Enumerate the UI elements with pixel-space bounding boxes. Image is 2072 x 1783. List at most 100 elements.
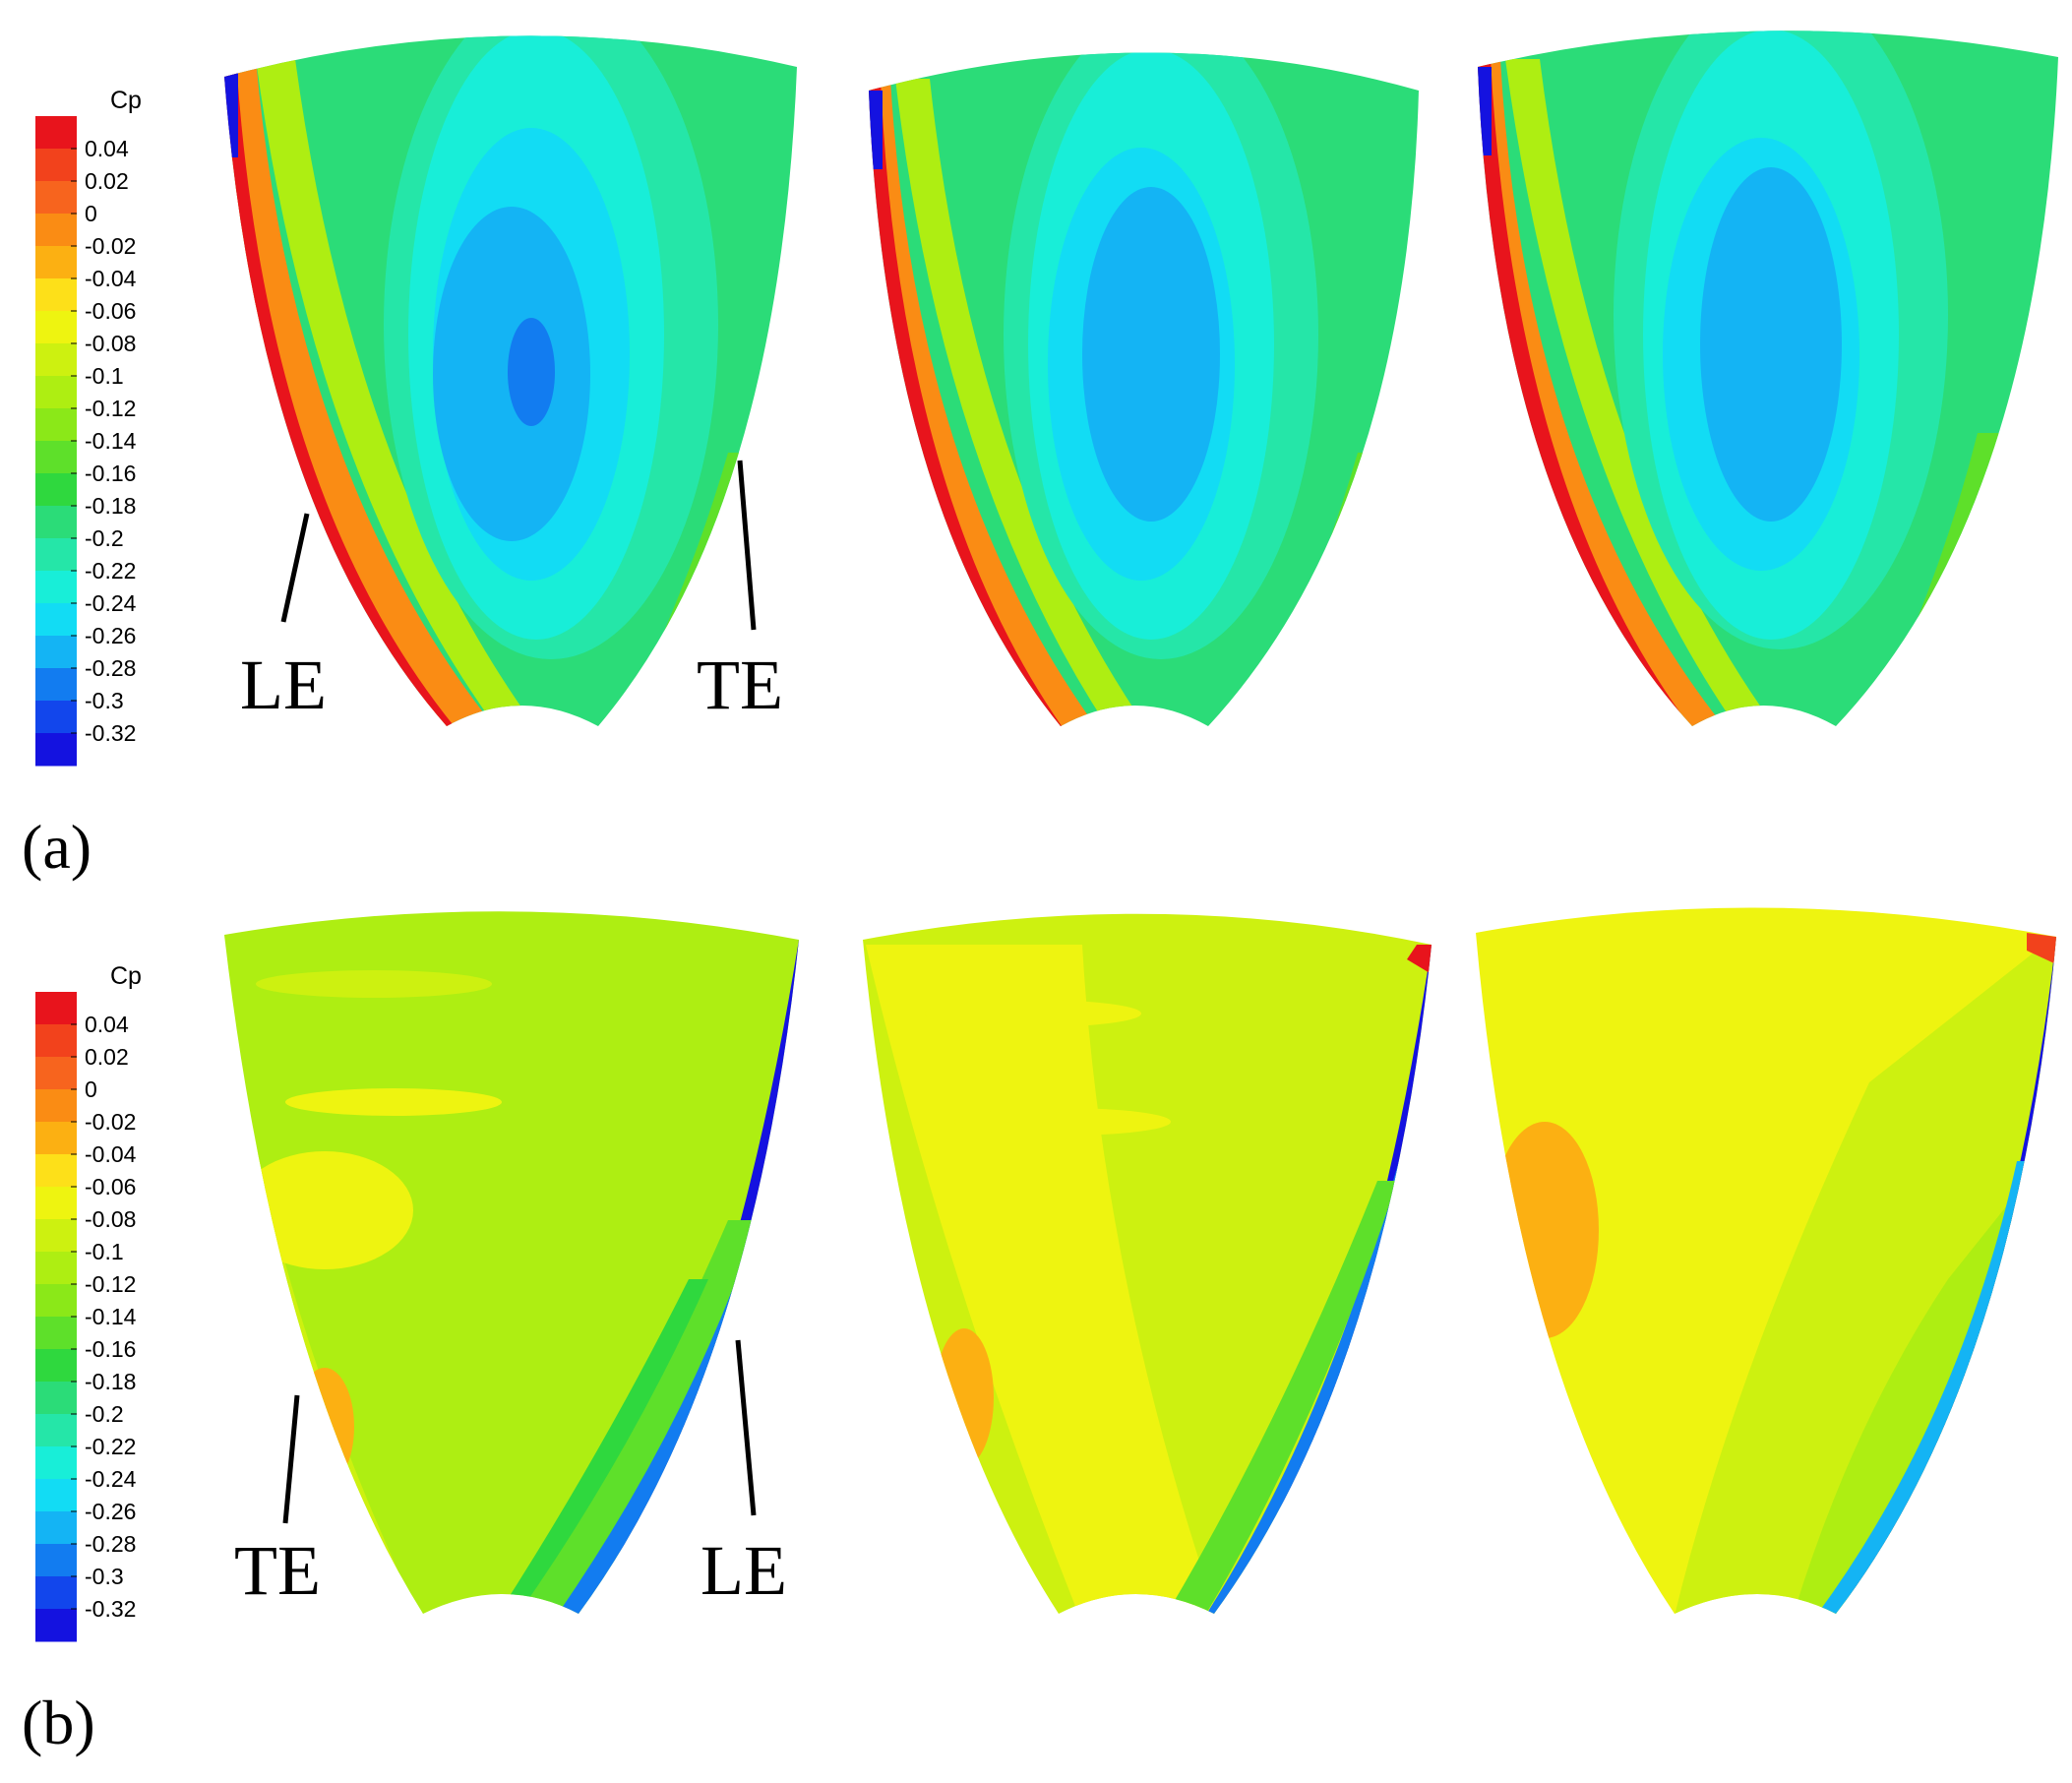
colorbar-a-swatch <box>35 149 77 182</box>
colorbar-a-tick-label: 0 <box>85 201 97 226</box>
colorbar-b-swatch <box>35 1057 77 1090</box>
colorbar-a-swatch <box>35 246 77 279</box>
colorbar-b-swatch <box>35 1544 77 1577</box>
edge-label-te-a: TE <box>697 646 783 724</box>
colorbar-b-swatch <box>35 1511 77 1545</box>
colorbar-a-tick-label: -0.08 <box>85 331 136 356</box>
panel-b-blade-1 <box>224 911 799 1614</box>
colorbar-a-tick-label: -0.18 <box>85 493 136 519</box>
colorbar-b-title: Cp <box>110 962 142 990</box>
panel-b-blade-2 <box>863 913 1432 1614</box>
colorbar-a-tick-label: -0.12 <box>85 396 136 421</box>
colorbar-b-swatch <box>35 1317 77 1350</box>
colorbar-b-swatch <box>35 1089 77 1123</box>
colorbar-a-swatch <box>35 343 77 377</box>
pointer-le-a <box>280 513 310 623</box>
colorbar-b-swatch <box>35 1382 77 1415</box>
colorbar-b-tick-label: -0.2 <box>85 1401 124 1427</box>
colorbar-a-title: Cp <box>110 87 142 114</box>
panel-a-blade-2 <box>869 52 1419 726</box>
colorbar-b-tick-label: -0.14 <box>85 1304 137 1329</box>
colorbar-b-tick-label: -0.04 <box>85 1141 137 1167</box>
colorbar-a-tick-label: -0.04 <box>85 266 137 291</box>
colorbar-b-tick-label: -0.28 <box>85 1531 136 1557</box>
colorbar-a-tick-label: -0.16 <box>85 461 136 486</box>
pointer-le-b <box>735 1339 757 1516</box>
colorbar-b-tick-label: -0.32 <box>85 1596 136 1622</box>
colorbar-a-swatch <box>35 571 77 604</box>
colorbar-b-swatch <box>35 1576 77 1610</box>
colorbar-b-tick-label: -0.06 <box>85 1174 136 1199</box>
colorbar-a-swatch <box>35 668 77 702</box>
colorbar-a-swatch <box>35 636 77 669</box>
panel-a-blade-1 <box>224 35 797 726</box>
colorbar-a-tick-label: -0.14 <box>85 428 137 454</box>
colorbar-a-tick-label: 0.04 <box>85 136 129 161</box>
colorbar-b-tick-label: -0.24 <box>85 1466 137 1492</box>
colorbar-a-swatch <box>35 473 77 507</box>
colorbar-b-tick-label: 0.04 <box>85 1012 129 1037</box>
colorbar-a-tick-label: -0.2 <box>85 525 124 551</box>
colorbar-a-swatch <box>35 214 77 247</box>
colorbar-a-tick-label: -0.24 <box>85 590 137 616</box>
colorbar-a: Cp 0.04 0.02 0 -0.02 -0.04 -0.06 -0.08 -0.1 -0.1… <box>35 87 142 767</box>
colorbar-a-swatch <box>35 408 77 442</box>
colorbar-b-tick-label: -0.02 <box>85 1109 136 1135</box>
colorbar-b-swatch <box>35 1284 77 1318</box>
colorbar-b-tick-label: -0.3 <box>85 1564 124 1589</box>
colorbar-b: Cp 0.04 0.02 0 -0.02 -0.04 -0.06 -0.08 -0.1 -0.1… <box>35 962 142 1642</box>
colorbar-a-tick-label: 0.02 <box>85 168 129 194</box>
colorbar-a-swatch <box>35 506 77 539</box>
colorbar-b-tick-label: 0 <box>85 1076 97 1102</box>
colorbar-a-swatch <box>35 733 77 767</box>
panel-a-blade-3 <box>1478 31 2058 727</box>
colorbar-b-swatch <box>35 1479 77 1512</box>
colorbar-a-tick-label: -0.3 <box>85 688 124 713</box>
colorbar-b-swatch <box>35 1024 77 1058</box>
edge-label-le-a: LE <box>240 646 327 724</box>
colorbar-a-swatch <box>35 311 77 344</box>
colorbar-b-swatch <box>35 1349 77 1383</box>
edge-label-te-b: TE <box>234 1531 321 1610</box>
pointer-te-b <box>282 1394 300 1524</box>
colorbar-a-tick-label: -0.28 <box>85 655 136 681</box>
panel-label-b: (b) <box>22 1688 95 1757</box>
colorbar-a-tick-label: -0.32 <box>85 720 136 746</box>
colorbar-b-swatch <box>35 1122 77 1155</box>
colorbar-b-tick-label: -0.18 <box>85 1369 136 1394</box>
pointer-te-a <box>737 460 757 631</box>
colorbar-a-swatch <box>35 538 77 572</box>
pointers-b: TE LE <box>234 1339 787 1610</box>
panel-label-a: (a) <box>22 812 91 882</box>
colorbar-a-swatch <box>35 701 77 734</box>
colorbar-b-tick-label: -0.08 <box>85 1206 136 1232</box>
panel-b-blade-3 <box>1476 907 2056 1614</box>
colorbar-a-tick-label: -0.22 <box>85 558 136 584</box>
colorbar-a-swatch <box>35 278 77 312</box>
colorbar-b-tick-label: -0.22 <box>85 1434 136 1459</box>
colorbar-b-tick-label: 0.02 <box>85 1044 129 1070</box>
colorbar-a-tick-label: -0.26 <box>85 623 136 648</box>
pointers-a: LE TE <box>240 460 783 724</box>
colorbar-b-swatch <box>35 1252 77 1285</box>
colorbar-b-tick-label: -0.1 <box>85 1239 124 1264</box>
colorbar-a-swatch <box>35 603 77 637</box>
colorbar-a-swatch <box>35 376 77 409</box>
colorbar-a-swatch <box>35 441 77 474</box>
colorbar-b-swatch <box>35 1154 77 1188</box>
colorbar-a-tick-label: -0.1 <box>85 363 124 389</box>
colorbar-b-swatch <box>35 992 77 1025</box>
colorbar-b-swatch <box>35 1609 77 1642</box>
colorbar-b-swatch <box>35 1446 77 1480</box>
colorbar-a-swatch <box>35 116 77 150</box>
edge-label-le-b: LE <box>701 1531 787 1610</box>
colorbar-b-swatch <box>35 1414 77 1447</box>
colorbar-b-swatch <box>35 1219 77 1253</box>
colorbar-b-tick-label: -0.26 <box>85 1499 136 1524</box>
colorbar-a-swatch <box>35 181 77 215</box>
colorbar-b-tick-label: -0.16 <box>85 1336 136 1362</box>
colorbar-b-tick-label: -0.12 <box>85 1271 136 1297</box>
colorbar-a-tick-label: -0.06 <box>85 298 136 324</box>
colorbar-a-tick-label: -0.02 <box>85 233 136 259</box>
